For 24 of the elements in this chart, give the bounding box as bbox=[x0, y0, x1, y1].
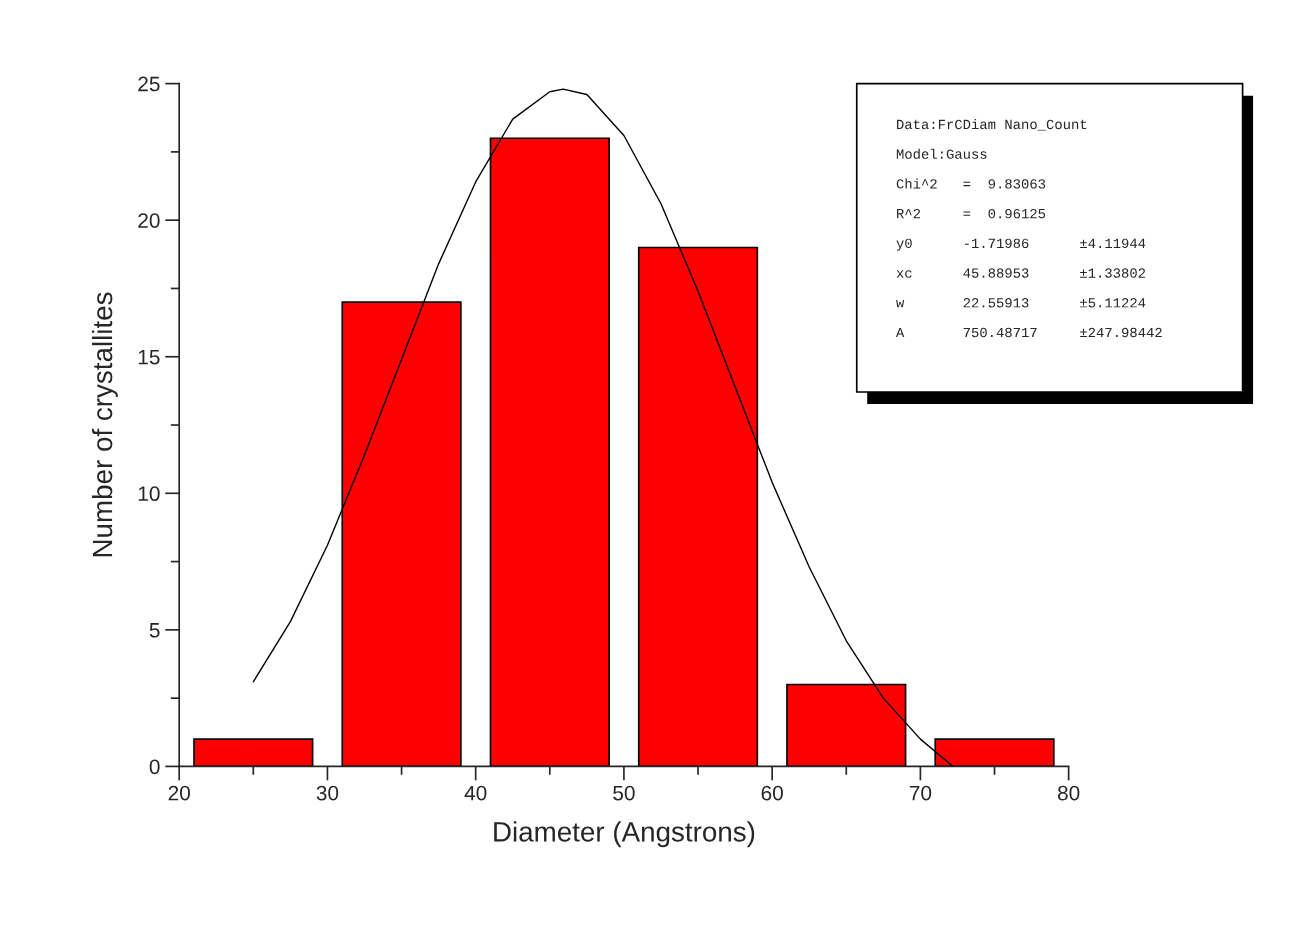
y-axis-title: Number of crystallites bbox=[91, 292, 118, 557]
x-tick-label: 80 bbox=[1057, 785, 1080, 801]
x-tick-label: 60 bbox=[761, 785, 783, 801]
annotation: w 22.55913 ±5.11224 bbox=[896, 298, 1146, 308]
annotation: Data:FrCDiam Nano_Count bbox=[897, 118, 1087, 131]
y-tick-label: 15 bbox=[138, 349, 160, 365]
y-tick-label: 20 bbox=[138, 213, 160, 228]
x-tick-label: 50 bbox=[613, 785, 635, 801]
y-tick-label: 0 bbox=[149, 759, 160, 775]
bar bbox=[193, 738, 314, 767]
y-tick-label: 25 bbox=[138, 76, 160, 92]
x-axis-title: Diameter (Angstrons) bbox=[494, 821, 755, 848]
annotation: y0 -1.71986 ±4.11944 bbox=[896, 238, 1146, 251]
annotation: Chi^2 = 9.83063 bbox=[896, 178, 1046, 189]
x-tick-label: 20 bbox=[168, 785, 190, 801]
x-tick-label: 70 bbox=[909, 785, 932, 801]
x-tick-label: 40 bbox=[464, 785, 487, 801]
annotation: R^2 = 0.96125 bbox=[897, 208, 1046, 219]
annotation: A 750.48717 ±247.98442 bbox=[895, 327, 1162, 338]
y-tick-label: 10 bbox=[138, 486, 160, 502]
annotation: Model:Gauss bbox=[896, 148, 987, 159]
x-tick-label: 30 bbox=[316, 785, 339, 801]
y-tick-label: 5 bbox=[149, 623, 160, 638]
annotation: xc 45.88953 ±1.33802 bbox=[896, 268, 1146, 278]
